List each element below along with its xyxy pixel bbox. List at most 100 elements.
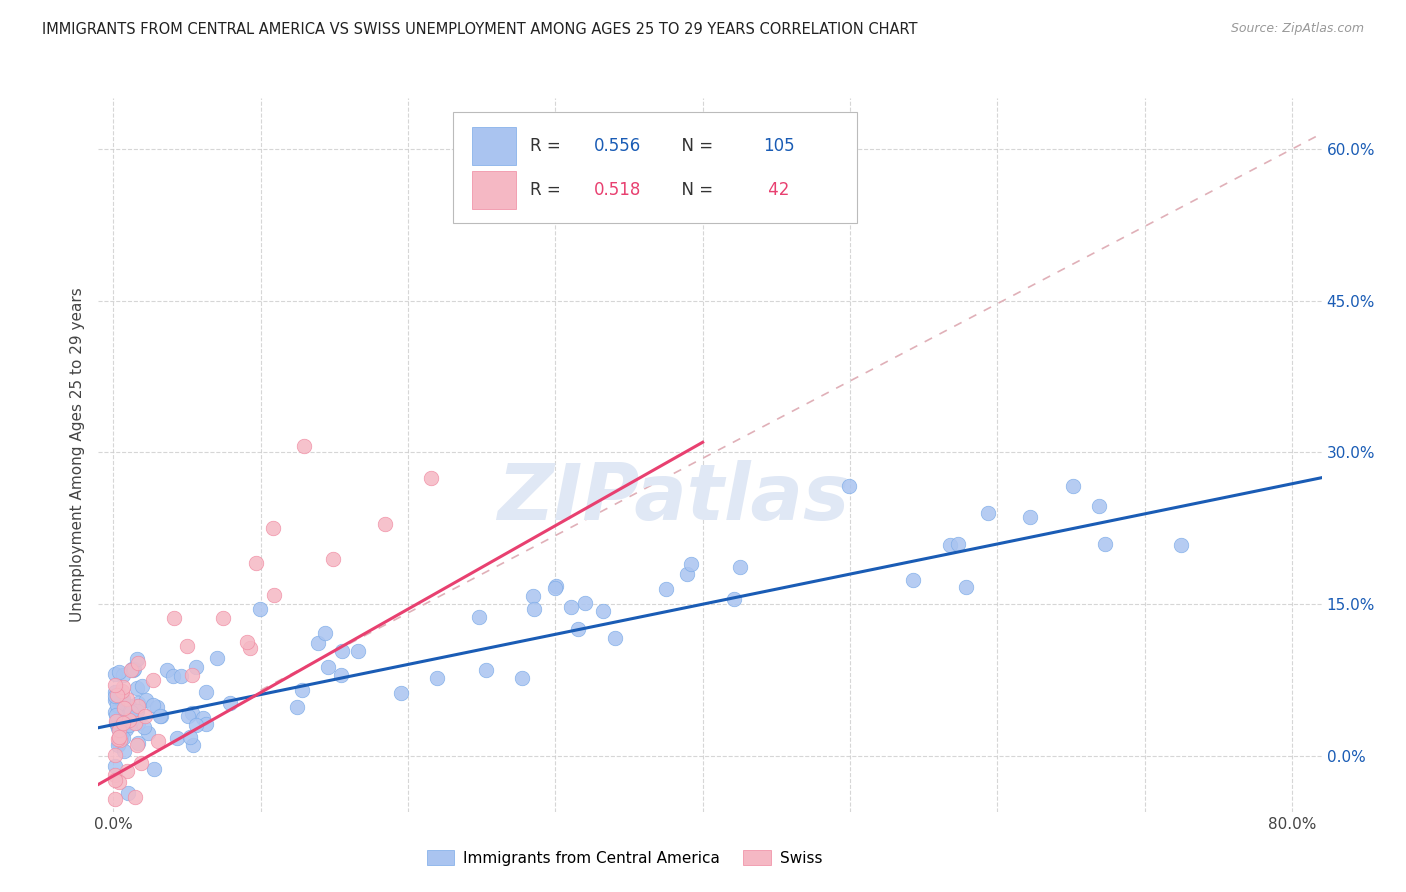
Point [838,479,860,493]
Point [117,718,139,732]
Legend: Immigrants from Central America, Swiss: Immigrants from Central America, Swiss [420,844,828,871]
Point [142,673,165,688]
Point [104,715,127,730]
Point [124,716,146,731]
Point [104,693,127,707]
Point [262,521,284,535]
Point [166,731,188,745]
Point [1094,537,1116,551]
Point [389,685,412,699]
Point [120,663,142,677]
Point [115,764,138,779]
Text: IMMIGRANTS FROM CENTRAL AMERICA VS SWISS UNEMPLOYMENT AMONG AGES 25 TO 29 YEARS : IMMIGRANTS FROM CENTRAL AMERICA VS SWISS… [42,22,918,37]
Point [374,516,396,531]
Point [122,714,145,728]
Point [249,602,271,616]
Point [212,611,235,625]
Point [112,743,135,757]
Point [314,626,336,640]
Point [104,689,127,703]
Point [125,705,148,719]
Point [127,652,149,666]
Point [316,660,339,674]
Point [110,731,132,745]
Point [426,671,449,685]
Point [108,687,131,701]
Point [522,589,544,603]
Point [108,723,131,737]
FancyBboxPatch shape [453,112,856,223]
Point [523,602,546,616]
Point [127,699,149,714]
Point [104,767,127,781]
Point [107,732,129,747]
Point [219,696,242,710]
Point [347,643,370,657]
Point [142,762,165,776]
Point [184,718,207,732]
Point [419,471,441,485]
Point [121,663,143,677]
Point [676,567,699,582]
Point [124,789,146,804]
Point [127,681,149,695]
Text: 105: 105 [762,137,794,155]
Point [728,560,751,574]
Point [592,604,614,618]
Point [108,733,131,747]
Point [114,711,136,725]
Point [544,579,567,593]
Point [946,537,969,551]
Point [135,692,157,706]
Point [104,714,127,728]
Point [127,738,149,752]
Point [468,610,491,624]
Point [112,715,135,730]
Point [105,698,128,712]
Point [114,723,136,737]
Text: 0.556: 0.556 [593,137,641,155]
Text: 42: 42 [762,181,789,199]
Text: N =: N = [671,137,718,155]
Point [291,682,314,697]
Point [107,714,129,728]
Point [111,684,134,698]
Point [245,557,267,571]
FancyBboxPatch shape [471,171,516,210]
Point [111,692,134,706]
Point [195,684,218,698]
Point [146,734,169,748]
Point [104,707,127,722]
Point [127,656,149,670]
Point [163,610,186,624]
Point [108,718,131,732]
Point [104,666,127,681]
Point [107,738,129,752]
Point [181,738,204,752]
Point [122,662,145,676]
Text: ZIPatlas: ZIPatlas [498,459,849,536]
Text: N =: N = [671,181,718,199]
Point [146,699,169,714]
Point [132,720,155,734]
Point [111,681,134,695]
Point [475,663,498,677]
Point [976,506,998,520]
Point [179,730,201,744]
Point [111,696,134,710]
Point [115,692,138,706]
Point [104,685,127,699]
Point [205,651,228,665]
Point [118,698,141,713]
Point [118,713,141,727]
Point [723,592,745,607]
Point [108,775,131,789]
Point [121,662,143,676]
Point [105,688,128,702]
Point [131,679,153,693]
Point [263,588,285,602]
Point [149,709,172,723]
Point [104,791,127,805]
Point [181,706,204,720]
Point [129,756,152,771]
